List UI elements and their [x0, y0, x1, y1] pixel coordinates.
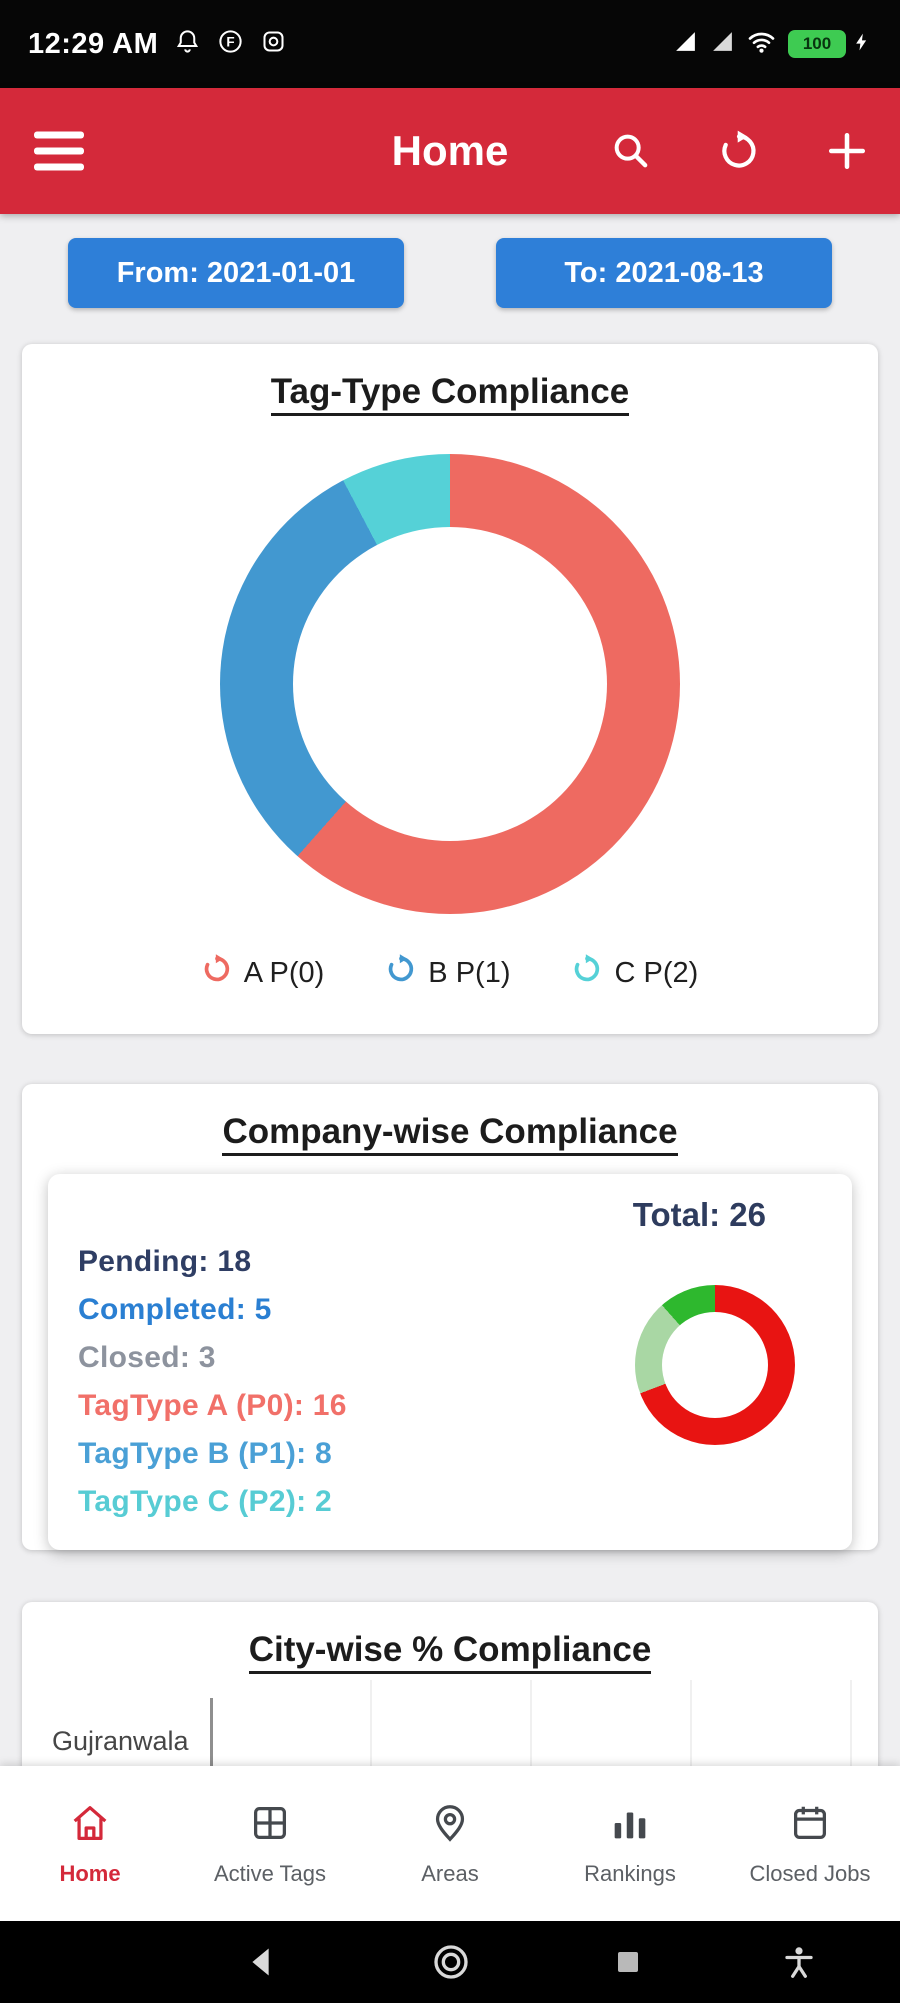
stat-tagtype-c: TagType C (P2): 2 — [78, 1485, 333, 1518]
notification-bell-icon — [174, 28, 201, 60]
location-pin-icon — [427, 1800, 473, 1851]
status-left: 12:29 AM F — [28, 28, 287, 61]
nav-item-rankings[interactable]: Rankings — [540, 1766, 720, 1921]
home-icon — [67, 1800, 113, 1851]
android-recents-button[interactable] — [605, 1939, 651, 1985]
android-nav-bar — [0, 1921, 900, 2003]
svg-text:F: F — [227, 35, 235, 50]
donut-hole — [662, 1312, 768, 1418]
tag-type-card: Tag-Type Compliance A P(0) B P(1) C P(2) — [22, 344, 878, 1034]
to-date-button[interactable]: To: 2021-08-13 — [496, 238, 832, 308]
nav-label: Active Tags — [213, 1861, 327, 1886]
nav-label: Closed Jobs — [749, 1861, 871, 1886]
stat-tagtype-a: TagType A (P0): 16 — [78, 1389, 347, 1422]
charging-bolt-icon — [852, 29, 872, 60]
legend-sync-icon — [202, 954, 232, 992]
battery-indicator: 100 — [788, 30, 846, 58]
tag-type-legend: A P(0) B P(1) C P(2) — [22, 954, 878, 1034]
nav-item-home[interactable]: Home — [0, 1766, 180, 1921]
circle-f-app-icon: F — [217, 28, 244, 60]
stat-closed: Closed: 3 — [78, 1341, 216, 1374]
city-card-title: City-wise % Compliance — [248, 1630, 652, 1674]
from-date-button[interactable]: From: 2021-01-01 — [68, 238, 404, 308]
cellular-signal-2-icon — [710, 29, 735, 59]
gridline — [370, 1680, 372, 1838]
android-home-button[interactable] — [428, 1939, 474, 1985]
status-time: 12:29 AM — [28, 27, 159, 60]
nav-item-closed-jobs[interactable]: Closed Jobs — [720, 1766, 900, 1921]
tag-type-card-title: Tag-Type Compliance — [270, 372, 630, 416]
stat-completed: Completed: 5 — [78, 1293, 272, 1326]
menu-hamburger-button[interactable] — [34, 123, 84, 180]
company-card-title: Company-wise Compliance — [222, 1112, 678, 1156]
page-title: Home — [391, 127, 509, 174]
legend-label: A P(0) — [243, 956, 325, 989]
legend-label: B P(1) — [428, 956, 511, 989]
status-bar: 12:29 AM F 100 — [0, 0, 900, 88]
stat-pending: Pending: 18 — [78, 1245, 252, 1278]
gridline — [690, 1680, 692, 1838]
app-bar: Home — [0, 88, 900, 214]
chart-y-axis — [210, 1698, 213, 1784]
legend-item-b[interactable]: B P(1) — [386, 954, 510, 992]
tag-type-donut — [220, 454, 680, 914]
stat-tagtype-b: TagType B (P1): 8 — [78, 1437, 333, 1470]
company-donut — [635, 1285, 795, 1445]
total-count: Total: 26 — [632, 1196, 766, 1233]
cellular-signal-icon — [673, 29, 698, 59]
donut-hole — [293, 527, 607, 841]
status-right: 100 — [673, 27, 872, 61]
nav-item-areas[interactable]: Areas — [360, 1766, 540, 1921]
legend-sync-icon — [572, 954, 602, 992]
grid-icon — [247, 1800, 293, 1851]
legend-item-a[interactable]: A P(0) — [202, 954, 325, 992]
company-summary-panel: Total: 26 Pending: 18 Completed: 5 Close… — [48, 1174, 852, 1550]
company-card: Company-wise Compliance Total: 26 Pendin… — [22, 1084, 878, 1550]
gridline — [850, 1680, 852, 1838]
nav-label: Rankings — [584, 1861, 676, 1886]
legend-item-c[interactable]: C P(2) — [572, 954, 698, 992]
calendar-icon — [787, 1800, 833, 1851]
add-button[interactable] — [824, 128, 870, 174]
search-button[interactable] — [608, 128, 654, 174]
nav-label: Home — [59, 1861, 121, 1886]
app-actions — [608, 88, 870, 214]
nav-item-active-tags[interactable]: Active Tags — [180, 1766, 360, 1921]
wifi-icon — [747, 27, 776, 61]
date-filter-row: From: 2021-01-01 To: 2021-08-13 — [0, 238, 900, 308]
city-category-label: Gujranwala — [52, 1726, 189, 1756]
city-bar-chart: Gujranwala — [22, 1680, 878, 1838]
legend-sync-icon — [386, 954, 416, 992]
android-back-button[interactable] — [240, 1939, 286, 1985]
gridline — [530, 1680, 532, 1838]
accessibility-button[interactable] — [776, 1939, 822, 1985]
camera-app-icon — [260, 28, 287, 60]
bottom-nav: Home Active Tags Areas Rankings Closed J… — [0, 1766, 900, 1921]
company-stat-rows: Pending: 18 Completed: 5 Closed: 3 TagTy… — [78, 1238, 822, 1526]
legend-label: C P(2) — [614, 956, 699, 989]
refresh-button[interactable] — [716, 128, 762, 174]
nav-label: Areas — [421, 1861, 479, 1886]
bar-chart-icon — [607, 1800, 653, 1851]
